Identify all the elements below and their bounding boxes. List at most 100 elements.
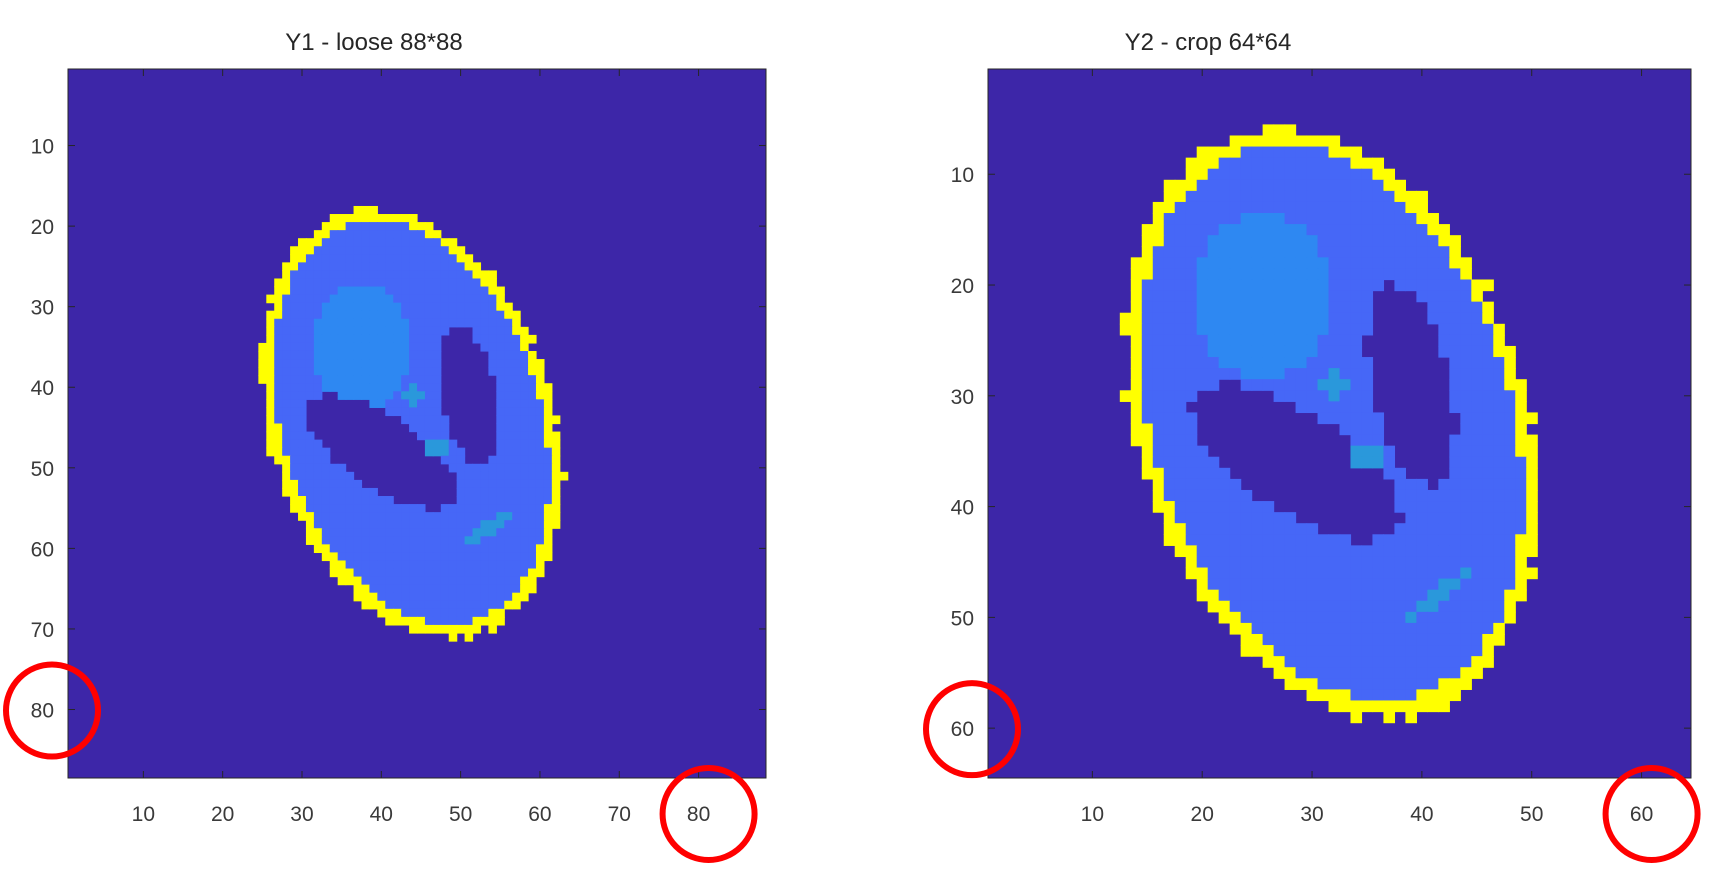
image-pixel [393, 568, 402, 578]
image-pixel [1317, 334, 1330, 347]
image-pixel [393, 391, 402, 400]
image-pixel [1405, 545, 1417, 558]
image-pixel [424, 399, 434, 408]
image-pixel [353, 536, 363, 545]
image-pixel [353, 592, 363, 602]
image-pixel [1306, 578, 1319, 591]
image-pixel [1416, 578, 1428, 591]
image-pixel [1185, 523, 1198, 535]
image-pixel [298, 415, 307, 425]
image-pixel [1174, 456, 1187, 469]
image-pixel [456, 254, 466, 263]
image-pixel [321, 294, 331, 304]
image-pixel [298, 479, 307, 489]
image-pixel [1295, 368, 1308, 380]
image-pixel [496, 431, 505, 441]
image-pixel [1394, 523, 1406, 535]
image-pixel [1196, 157, 1209, 170]
image-pixel [1284, 622, 1297, 635]
image-pixel [1328, 334, 1341, 347]
image-pixel [337, 334, 347, 344]
image-pixel [1306, 213, 1319, 225]
image-pixel [528, 568, 537, 578]
y-tick-label: 20 [31, 216, 54, 239]
image-pixel [1427, 224, 1439, 236]
image-pixel [432, 270, 442, 280]
image-pixel [1163, 301, 1176, 314]
image-pixel [480, 576, 489, 586]
image-pixel [432, 367, 442, 376]
image-pixel [528, 431, 537, 441]
image-pixel [1218, 512, 1231, 524]
image-pixel [1273, 301, 1286, 314]
image-pixel [1361, 368, 1374, 380]
image-pixel [353, 254, 363, 263]
image-pixel [321, 302, 331, 312]
image-pixel [401, 214, 410, 223]
image-pixel [377, 375, 386, 384]
image-pixel [1163, 179, 1176, 192]
image-pixel [456, 504, 466, 513]
image-pixel [520, 359, 529, 368]
image-pixel [1273, 157, 1286, 170]
image-pixel [1317, 312, 1330, 325]
image-pixel [321, 278, 331, 288]
image-pixel [1339, 235, 1352, 247]
image-pixel [1493, 445, 1505, 458]
image-pixel [1163, 379, 1176, 391]
image-pixel [1361, 157, 1374, 170]
image-pixel [1438, 589, 1450, 602]
image-pixel [432, 431, 442, 441]
image-pixel [385, 592, 394, 602]
image-pixel [369, 487, 378, 497]
image-pixel [290, 367, 299, 376]
image-pixel [329, 238, 339, 247]
image-pixel [1306, 523, 1319, 535]
image-pixel [1493, 622, 1505, 635]
image-pixel [496, 544, 505, 554]
image-pixel [1328, 368, 1341, 380]
image-pixel [1317, 379, 1330, 391]
image-pixel [305, 528, 315, 537]
image-pixel [1273, 334, 1286, 347]
image-pixel [1515, 390, 1527, 402]
image-pixel [1526, 523, 1538, 535]
image-pixel [464, 302, 474, 312]
image-pixel [377, 544, 386, 554]
image-pixel [1394, 556, 1406, 569]
image-pixel [377, 600, 386, 610]
image-pixel [464, 504, 474, 513]
image-pixel [512, 520, 521, 529]
image-pixel [1438, 656, 1450, 668]
image-pixel [1229, 135, 1242, 148]
image-pixel [1306, 279, 1319, 292]
image-pixel [1284, 157, 1297, 170]
image-pixel [1207, 168, 1220, 181]
image-pixel [393, 286, 402, 296]
image-pixel [1482, 445, 1494, 458]
image-pixel [512, 423, 521, 433]
image-pixel [472, 568, 482, 578]
image-pixel [1130, 390, 1143, 402]
image-pixel [424, 391, 434, 400]
image-pixel [329, 254, 339, 263]
image-pixel [1394, 501, 1406, 513]
image-pixel [337, 544, 347, 554]
image-pixel [377, 302, 386, 312]
image-pixel [1372, 157, 1385, 170]
image-pixel [1185, 456, 1198, 469]
image-pixel [369, 568, 378, 578]
image-pixel [464, 496, 474, 505]
image-pixel [488, 544, 497, 554]
image-pixel [1350, 345, 1363, 358]
image-pixel [329, 262, 339, 272]
image-pixel [417, 367, 426, 376]
image-pixel [1372, 412, 1385, 425]
image-pixel [1273, 268, 1286, 281]
image-pixel [1262, 501, 1275, 513]
image-pixel [1493, 456, 1505, 469]
image-pixel [385, 230, 394, 239]
image-pixel [1163, 201, 1176, 214]
image-pixel [369, 278, 378, 288]
image-pixel [329, 375, 339, 384]
